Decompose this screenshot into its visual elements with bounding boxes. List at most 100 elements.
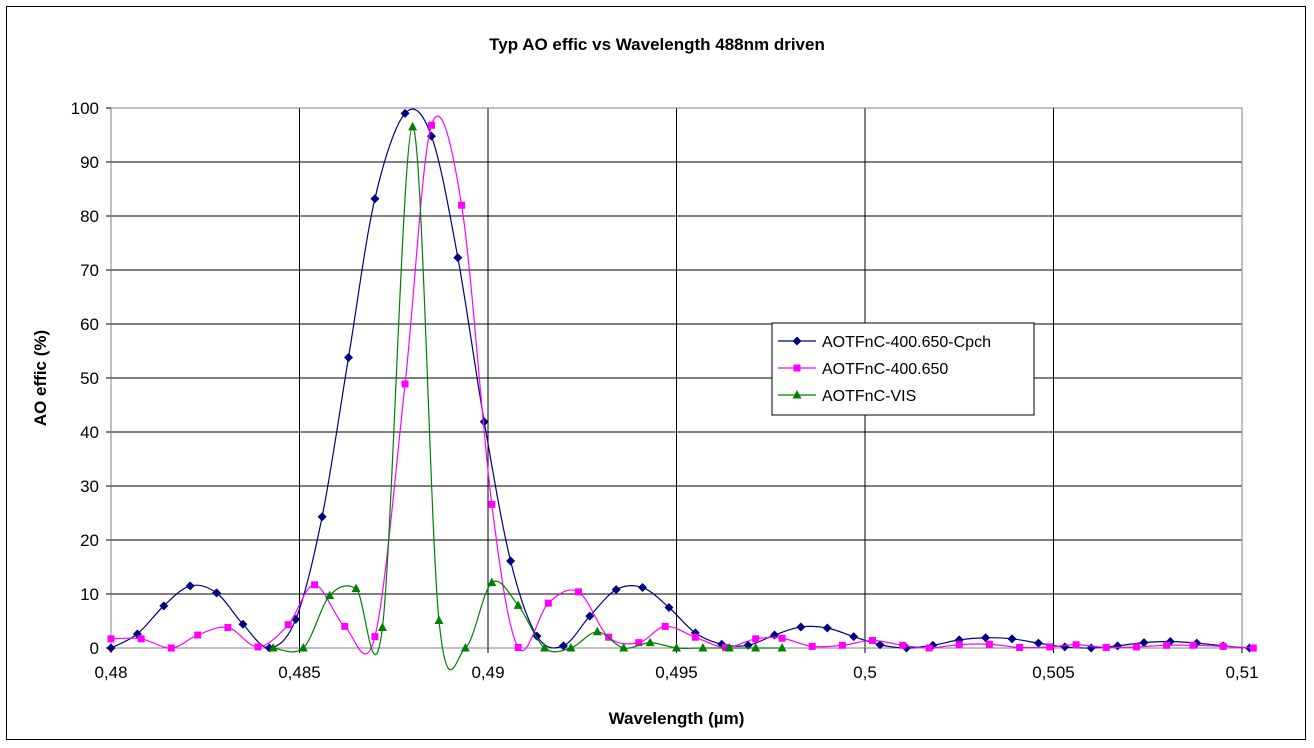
series-2 [107,115,1257,655]
data-point [341,622,349,630]
y-tick-label: 40 [80,423,99,442]
data-point [194,631,202,639]
data-point [371,633,379,641]
series-3 [268,121,787,671]
data-point [981,633,991,643]
x-axis-label: Wavelength (µm) [609,709,745,728]
data-point [619,643,629,652]
gridlines [110,107,1243,649]
axis-ticks: 0,48 0,485 0,49 0,495 0,5 0,505 0,51 0 10 20 30 40 5… [71,99,1259,682]
data-point [298,643,308,652]
x-tick-label: 0,495 [655,663,698,682]
x-tick-label: 0,505 [1032,663,1075,682]
data-point [849,632,859,642]
data-point [400,108,410,118]
data-point [434,615,444,624]
data-point [796,622,806,632]
data-point [106,643,116,653]
data-point [513,600,523,609]
data-point [585,611,595,621]
data-point [592,626,602,636]
legend-swatch-marker [792,390,802,399]
data-point [822,623,832,633]
data-point [224,623,232,631]
data-point [488,500,496,508]
y-tick-label: 80 [80,207,99,226]
series-1 [106,108,1255,653]
chart-frame [6,6,1306,740]
data-point [1249,644,1257,652]
legend-label: AOTFnC-400.650-Cpch [822,334,991,351]
data-point [137,635,145,643]
data-point [514,643,522,651]
data-point [159,601,169,611]
data-point [1102,643,1110,651]
data-point [408,121,418,131]
series-line [273,126,783,671]
data-point [691,633,699,641]
data-point [1139,638,1149,648]
data-point [544,599,552,607]
data-point [344,352,354,362]
data-point [925,644,933,652]
chart-title: Typ AO effic vs Wavelength 488nm driven [489,35,825,54]
y-tick-label: 100 [71,99,99,118]
y-tick-label: 50 [80,369,99,388]
data-point [1132,643,1140,651]
x-tick-label: 0,51 [1225,663,1258,682]
data-point [558,641,568,651]
x-tick-label: 0,5 [853,663,877,682]
data-point [185,581,195,591]
y-axis-label: AO effic (%) [31,330,50,426]
data-point [107,635,115,643]
y-tick-label: 90 [80,153,99,172]
data-point [724,643,734,652]
data-point [212,588,222,598]
data-point [752,635,760,643]
data-point [1033,638,1043,648]
data-point [638,583,648,593]
data-point [311,581,319,589]
data-point [778,634,786,642]
data-point [645,637,655,647]
data-point [661,622,669,630]
data-point [635,639,643,647]
series-line [110,115,1254,655]
data-point [751,643,761,652]
data-point [838,641,846,649]
series-line [110,108,1250,649]
data-point [540,643,550,652]
x-tick-label: 0,48 [94,663,127,682]
data-point [1086,643,1096,653]
y-tick-label: 30 [80,477,99,496]
data-point [899,641,907,649]
data-point [1072,641,1080,649]
data-point [672,643,681,652]
data-point [284,621,292,629]
data-point [453,253,463,263]
data-point [808,642,816,650]
data-point [401,380,409,388]
data-point [351,583,361,593]
data-point [1189,641,1197,649]
data-point [611,585,621,595]
data-point [479,417,489,427]
x-tick-label: 0,49 [471,663,504,682]
data-point [370,194,380,204]
y-tick-label: 70 [80,261,99,280]
y-tick-label: 60 [80,315,99,334]
data-point [167,644,175,652]
data-point [238,619,248,629]
legend-label: AOTFnC-VIS [822,388,916,405]
y-tick-label: 10 [80,585,99,604]
data-point [427,121,435,129]
data-point [574,588,582,596]
data-point [254,643,262,651]
data-point [698,643,708,652]
series-group [106,108,1257,671]
data-point [487,577,497,587]
legend-box [771,322,1035,416]
data-point [1163,641,1171,649]
data-point [325,590,335,600]
